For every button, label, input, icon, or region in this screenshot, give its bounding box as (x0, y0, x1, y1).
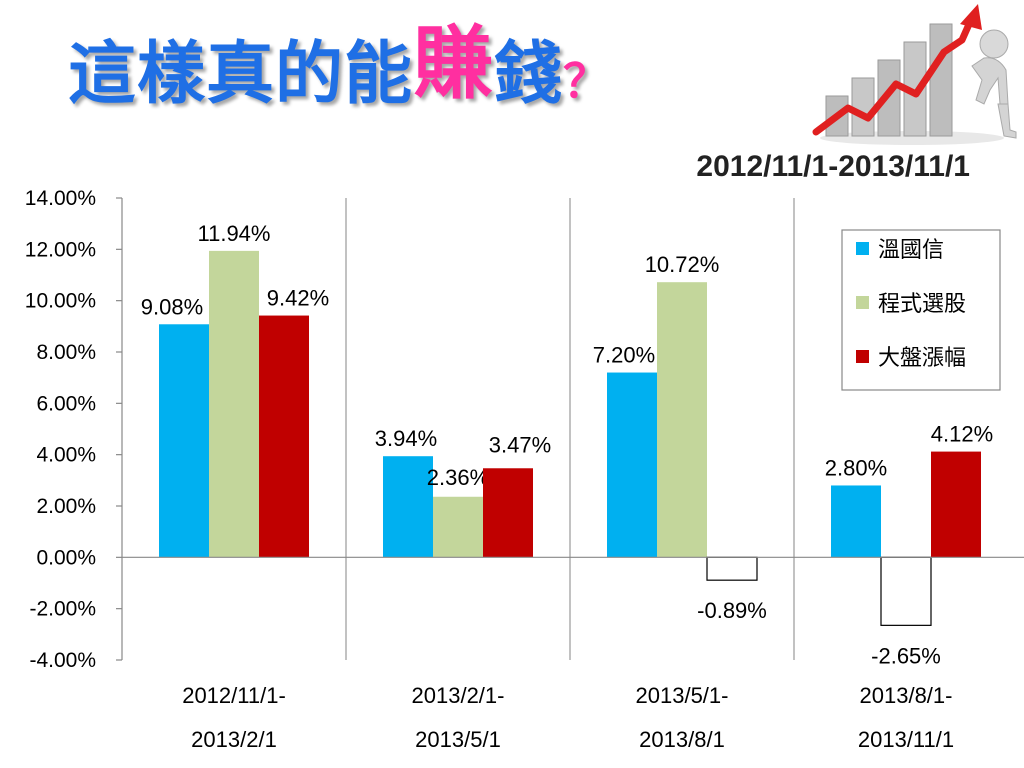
y-tick-label: 0.00% (36, 546, 96, 569)
x-category-label: 2013/5/1- (636, 683, 729, 708)
bar (880, 556, 932, 626)
bar (483, 468, 533, 558)
bar (607, 372, 657, 558)
data-label: 2.80% (825, 455, 887, 480)
data-label: 7.20% (593, 343, 655, 368)
date-range-subtitle: 2012/11/1-2013/11/1 (696, 150, 970, 183)
title-part2: 錢 (494, 35, 564, 114)
legend-label: 程式選股 (878, 292, 966, 317)
page-title: 這樣真的能賺錢？ (68, 24, 611, 110)
y-tick-label: 14.00% (25, 187, 96, 210)
legend-swatch (856, 296, 869, 309)
data-label: 11.94% (198, 221, 271, 246)
data-label: 10.72% (645, 252, 720, 277)
bar (433, 496, 483, 558)
data-label: -2.65% (871, 643, 941, 668)
title-question-mark: ？ (563, 54, 611, 108)
x-category-label: 2013/2/1- (412, 683, 505, 708)
data-label: 9.08% (141, 294, 203, 319)
legend-label: 溫國信 (878, 238, 944, 263)
bar (159, 324, 209, 558)
y-tick-label: 10.00% (25, 290, 96, 313)
x-category-label: 2013/8/1 (639, 727, 725, 752)
x-category-label: 2012/11/1- (182, 683, 286, 708)
bar (383, 456, 433, 558)
y-tick-label: 8.00% (36, 341, 96, 364)
title-part1: 這樣真的能 (68, 35, 414, 114)
y-tick-label: -4.00% (29, 649, 96, 672)
y-tick-label: 2.00% (36, 495, 96, 518)
y-tick-label: -2.00% (29, 598, 96, 621)
data-label: 2.36% (427, 465, 489, 490)
bar (259, 315, 309, 558)
bar (657, 282, 707, 558)
legend-box (841, 229, 1001, 391)
x-category-label: 2013/11/1 (858, 727, 954, 752)
x-category-label: 2013/8/1- (860, 683, 953, 708)
legend-swatch (856, 350, 869, 363)
growth-chart-arrow-figure-icon (812, 4, 1017, 145)
data-label: 4.12% (931, 422, 993, 447)
bar (706, 556, 758, 581)
data-label: -0.89% (697, 598, 767, 623)
y-tick-label: 12.00% (25, 238, 96, 261)
x-category-label: 2013/5/1 (415, 727, 501, 752)
data-label: 3.94% (375, 426, 437, 451)
y-tick-label: 4.00% (36, 444, 96, 467)
bar (931, 451, 981, 558)
bar (209, 250, 259, 558)
title-highlight: 賺 (413, 17, 495, 110)
data-label: 9.42% (267, 286, 329, 311)
data-label: 3.47% (489, 432, 551, 457)
bar (831, 485, 881, 558)
x-category-label: 2013/2/1 (191, 727, 277, 752)
legend-swatch (856, 242, 869, 255)
legend-label: 大盤漲幅 (878, 346, 966, 371)
y-tick-label: 6.00% (36, 392, 96, 415)
